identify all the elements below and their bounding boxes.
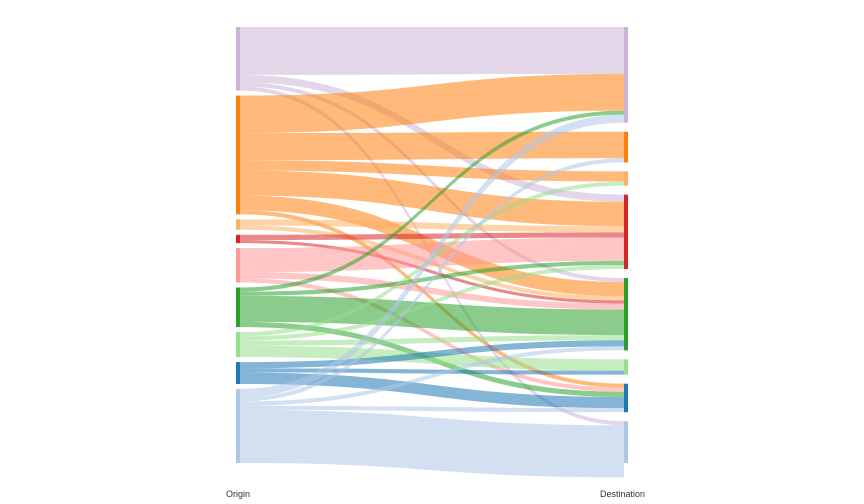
destination-axis-label: Destination — [600, 489, 646, 499]
link-L8-R7 — [240, 372, 624, 409]
origin-node-L7 — [236, 332, 240, 358]
link-L9-R2 — [240, 158, 624, 402]
origin-axis-label: Origin — [226, 489, 251, 499]
destination-node-R2 — [624, 131, 628, 163]
link-L7-R5 — [240, 335, 624, 346]
link-L1-R1 — [240, 27, 624, 75]
destination-node-R4 — [624, 194, 628, 270]
link-L4-R4 — [240, 232, 624, 240]
origin-node-L5 — [236, 248, 240, 283]
origin-node-L3 — [236, 219, 240, 230]
link-L9-R7 — [240, 405, 624, 413]
nodes-layer — [236, 27, 628, 463]
origin-node-L4 — [236, 234, 240, 244]
link-L6-R5 — [240, 295, 624, 336]
destination-node-R1 — [624, 27, 628, 123]
link-L9-R5 — [240, 346, 624, 406]
destination-node-R3 — [624, 171, 628, 186]
link-L2-R1 — [240, 73, 624, 134]
link-L6-R1 — [240, 110, 624, 292]
origin-node-L2 — [236, 95, 240, 215]
link-L1-R5 — [240, 82, 624, 283]
destination-node-R6 — [624, 359, 628, 375]
link-L5-R7 — [240, 278, 624, 392]
links-layer — [240, 27, 624, 478]
origin-node-L6 — [236, 287, 240, 328]
link-L2-R2 — [240, 131, 624, 161]
link-L2-R3 — [240, 160, 624, 182]
link-L5-R5 — [240, 272, 624, 310]
link-L2-R4 — [240, 170, 624, 227]
link-L9-R1 — [240, 114, 624, 398]
origin-node-L8 — [236, 362, 240, 385]
link-L7-R4 — [240, 264, 624, 341]
origin-node-L1 — [236, 27, 240, 91]
link-L2-R7 — [240, 210, 624, 388]
link-L7-R6 — [240, 345, 624, 371]
link-L3-R4 — [240, 219, 624, 233]
origin-node-L9 — [236, 389, 240, 463]
destination-node-R5 — [624, 278, 628, 351]
destination-node-R8 — [624, 421, 628, 463]
link-L8-R6 — [240, 368, 624, 375]
link-L9-R8 — [240, 409, 624, 478]
destination-node-R7 — [624, 383, 628, 413]
link-L4-R5 — [240, 240, 624, 304]
